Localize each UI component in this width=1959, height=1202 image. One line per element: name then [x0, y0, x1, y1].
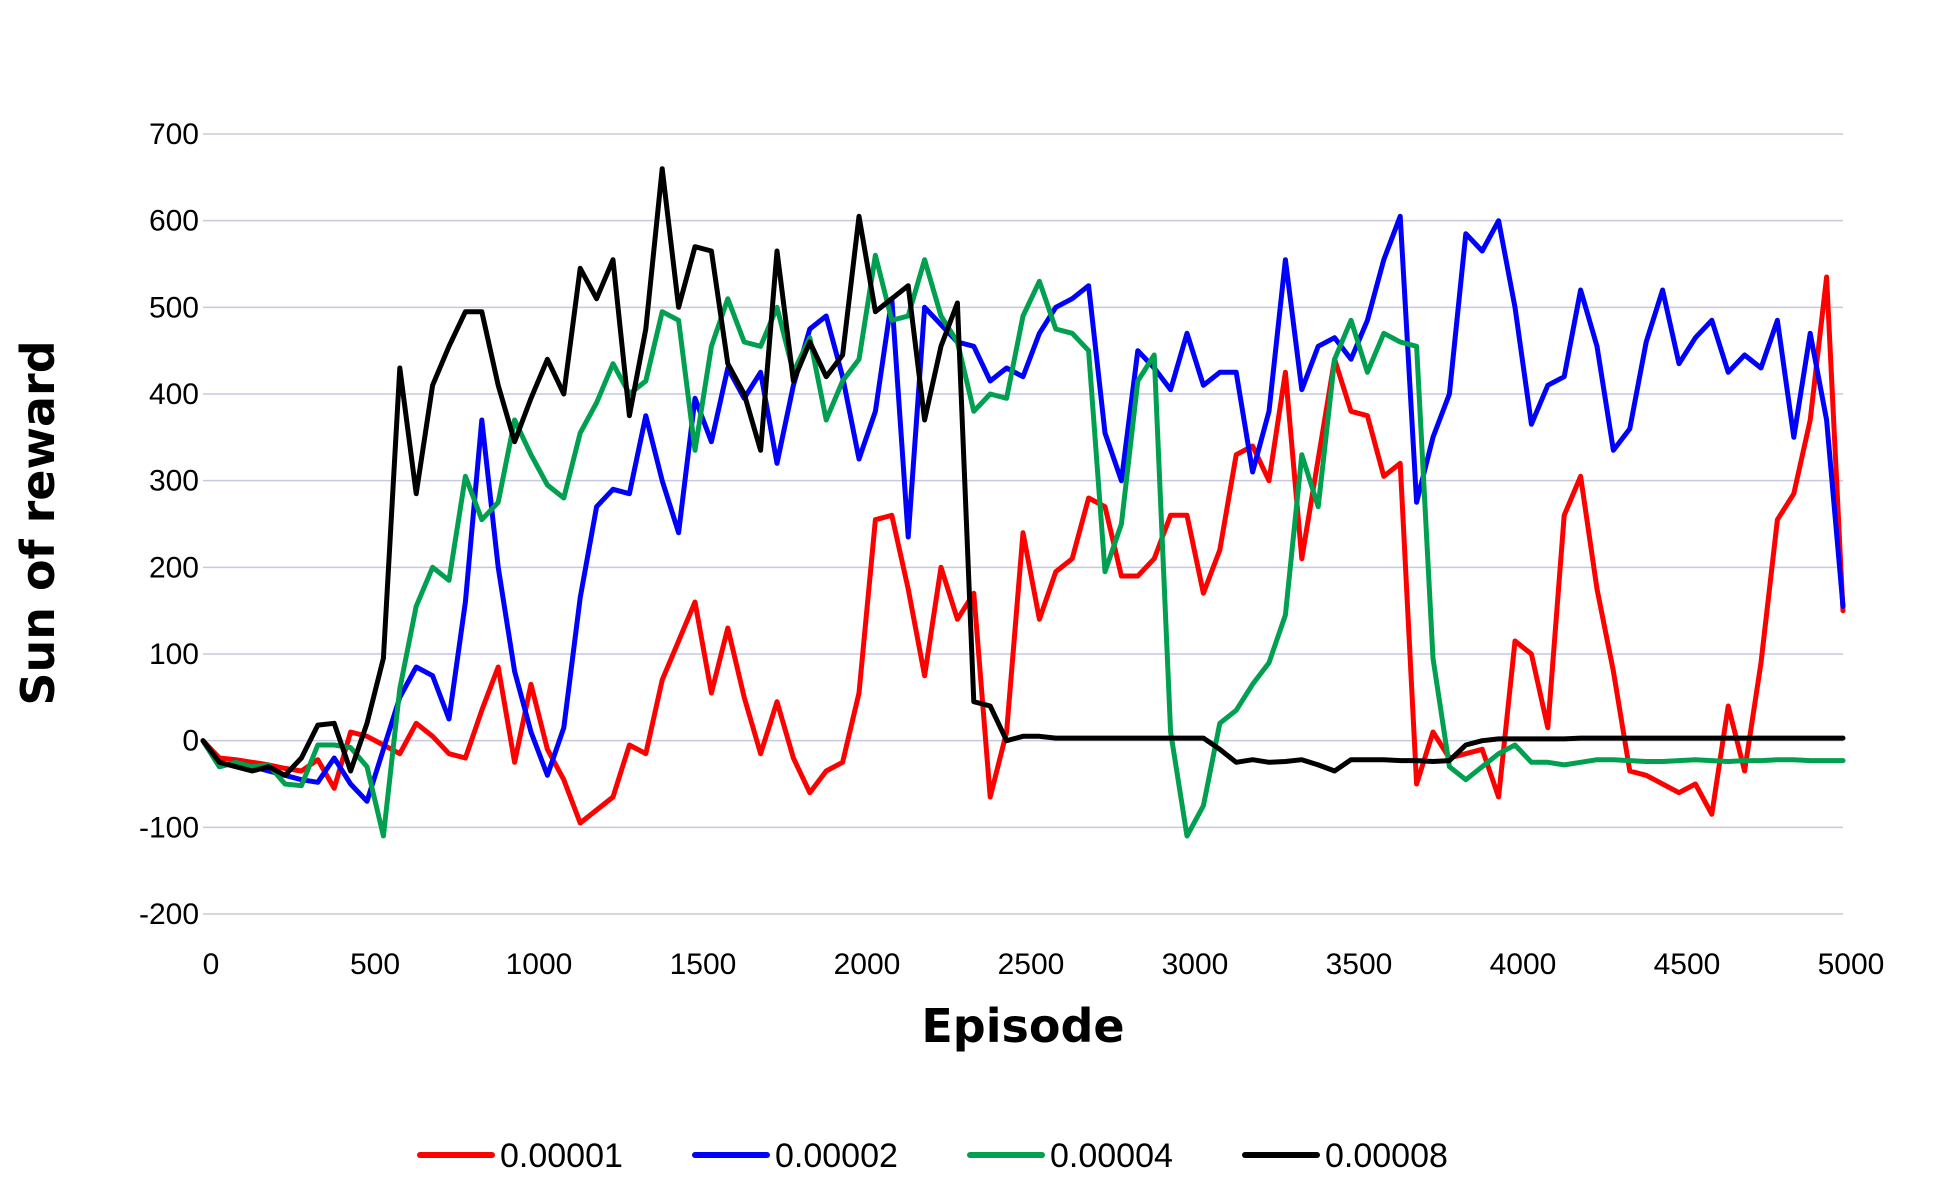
- y-tick-label: 400: [149, 378, 199, 411]
- gridlines: [203, 133, 1843, 915]
- x-tick-label: 2000: [834, 948, 901, 981]
- x-tick-label: 1000: [506, 948, 573, 981]
- legend-label: 0.00008: [1325, 1137, 1448, 1175]
- series-line-0.00004: [200, 252, 1846, 839]
- x-tick-label: 0: [203, 948, 220, 981]
- y-tick-label: 200: [149, 551, 199, 584]
- y-tick-label: 700: [149, 118, 199, 151]
- x-tick-label: 5000: [1818, 948, 1885, 981]
- y-axis-title: Sun of reward: [11, 340, 65, 705]
- y-tick-label: 0: [182, 725, 199, 758]
- x-tick-label: 3500: [1326, 948, 1393, 981]
- legend-label: 0.00004: [1050, 1137, 1173, 1175]
- series-line-0.00002: [200, 213, 1846, 804]
- x-axis-ticks: 0 500 1000 1500 2000 2500 3000 3500 4000 4500 5000: [203, 948, 1885, 981]
- y-tick-label: 300: [149, 465, 199, 498]
- series-lines: [200, 166, 1846, 839]
- x-tick-label: 1500: [670, 948, 737, 981]
- y-axis-ticks: -200 -100 0 100 200 300 400 500 600 700: [139, 118, 199, 931]
- legend: 0.00001 0.00002 0.00004 0.00008: [417, 1137, 1448, 1175]
- series-line-0.00008: [200, 166, 1846, 778]
- y-tick-label: -100: [139, 811, 199, 844]
- series-line-0.00001: [200, 274, 1846, 826]
- legend-label: 0.00001: [500, 1137, 623, 1175]
- x-tick-label: 4500: [1654, 948, 1721, 981]
- y-tick-label: 100: [149, 638, 199, 671]
- y-tick-label: 600: [149, 205, 199, 238]
- y-tick-label: -200: [139, 898, 199, 931]
- y-tick-label: 500: [149, 291, 199, 324]
- x-tick-label: 2500: [998, 948, 1065, 981]
- x-tick-label: 500: [350, 948, 400, 981]
- x-tick-label: 3000: [1162, 948, 1229, 981]
- legend-label: 0.00002: [775, 1137, 898, 1175]
- x-axis-title: Episode: [921, 999, 1124, 1053]
- x-tick-label: 4000: [1490, 948, 1557, 981]
